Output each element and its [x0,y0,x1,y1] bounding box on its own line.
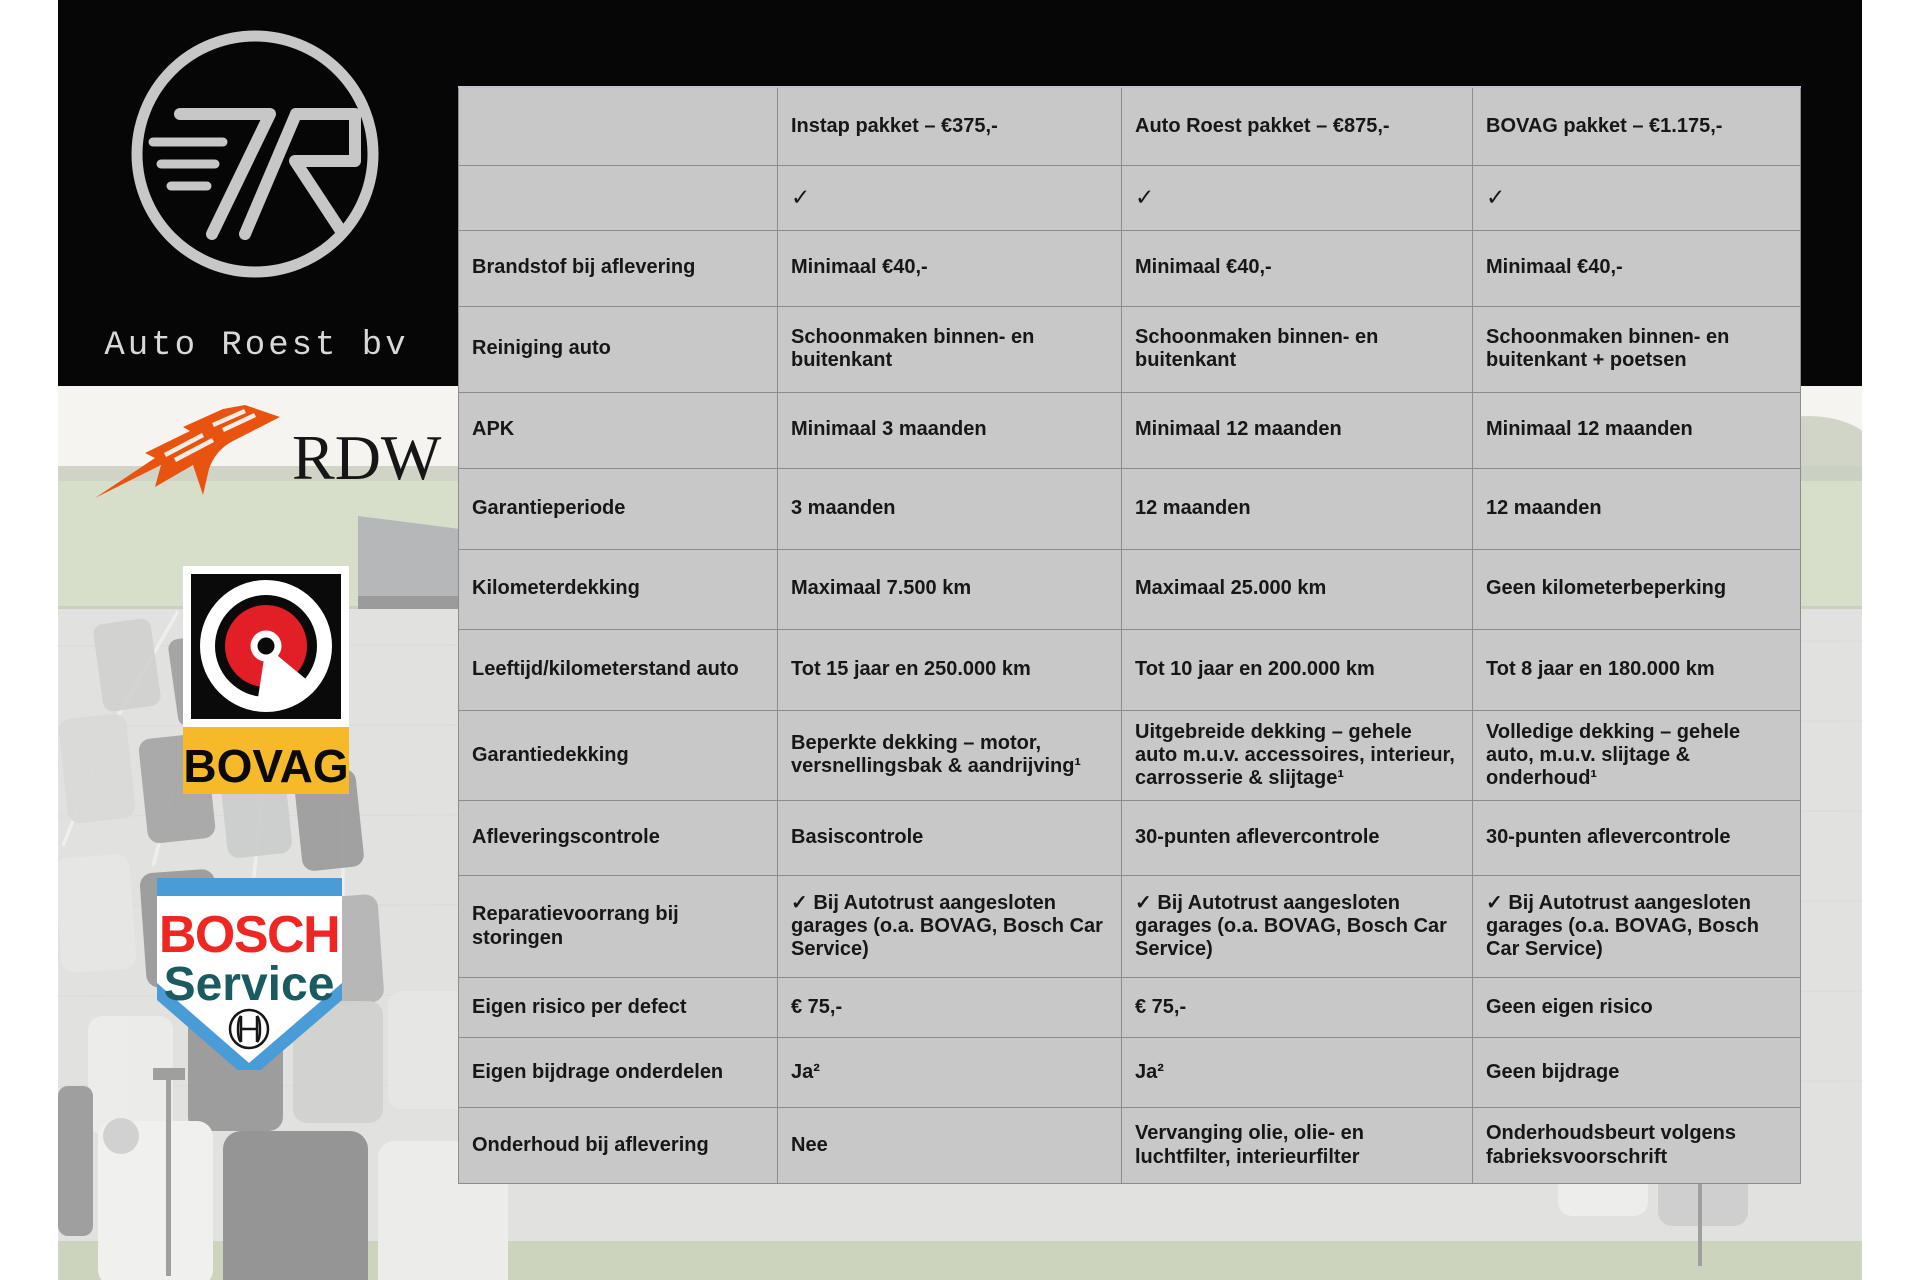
svg-text:Service: Service [164,958,335,1011]
svg-text:BOVAG: BOVAG [183,740,348,792]
svg-text:BOSCH: BOSCH [159,906,339,964]
svg-text:RDW: RDW [292,422,442,493]
